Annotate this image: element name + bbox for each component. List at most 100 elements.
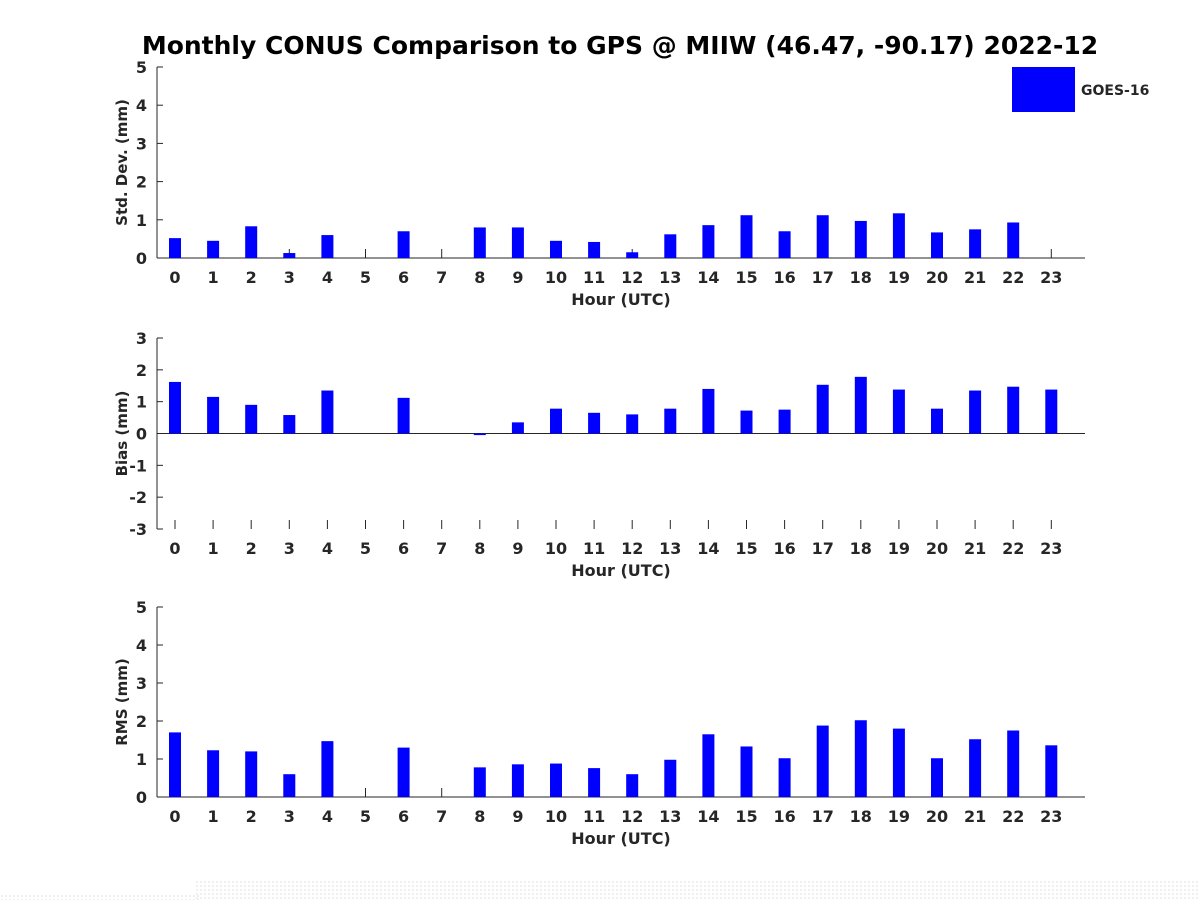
- y-axis-label: RMS (mm): [113, 658, 131, 745]
- x-tick-label: 2: [246, 268, 257, 287]
- x-tick-label: 22: [1002, 807, 1024, 826]
- x-tick-label: 17: [812, 268, 834, 287]
- y-tick-label: -1: [129, 456, 147, 475]
- bar-hour-8: [473, 227, 486, 258]
- y-tick-label: 5: [136, 598, 147, 617]
- bar-hour-17: [816, 725, 829, 797]
- bar-hour-20: [931, 408, 943, 434]
- bar-hour-0: [169, 238, 181, 258]
- x-tick-label: 0: [169, 268, 180, 287]
- bar-hour-20: [931, 758, 943, 797]
- bar-hour-1: [207, 750, 220, 797]
- x-tick-label: 12: [621, 539, 643, 558]
- x-tick-label: 2: [246, 539, 257, 558]
- x-tick-label: 14: [697, 807, 719, 826]
- x-tick-label: 6: [398, 268, 409, 287]
- x-tick-label: 19: [888, 268, 910, 287]
- bar-hour-2: [245, 226, 258, 258]
- x-tick-label: 4: [322, 807, 333, 826]
- x-tick-label: 13: [659, 807, 681, 826]
- bar-hour-8: [473, 767, 486, 797]
- bar-hour-10: [550, 763, 562, 797]
- bar-hour-14: [702, 734, 715, 797]
- x-tick-label: 10: [545, 807, 567, 826]
- bar-hour-3: [283, 774, 296, 797]
- y-tick-label: 1: [136, 393, 147, 412]
- legend-label: GOES-16: [1081, 83, 1149, 99]
- x-tick-label: 8: [474, 268, 485, 287]
- bar-hour-17: [816, 215, 829, 258]
- x-tick-label: 5: [360, 807, 371, 826]
- x-tick-label: 14: [697, 539, 719, 558]
- x-tick-label: 13: [659, 539, 681, 558]
- y-tick-label: -2: [129, 488, 147, 507]
- x-tick-label: 23: [1040, 807, 1062, 826]
- bar-hour-0: [169, 732, 181, 797]
- bar-hour-18: [854, 376, 867, 434]
- bar-hour-17: [816, 384, 829, 434]
- x-tick-label: 11: [583, 539, 605, 558]
- bar-hour-10: [550, 240, 562, 258]
- x-tick-label: 22: [1002, 268, 1024, 287]
- y-tick-label: 3: [136, 329, 147, 348]
- y-tick-label: 0: [136, 788, 147, 807]
- bar-hour-12: [626, 774, 639, 797]
- x-axis-label: Hour (UTC): [571, 290, 671, 309]
- bar-hour-18: [854, 720, 867, 797]
- y-tick-label: 1: [136, 211, 147, 230]
- bar-hour-15: [740, 215, 753, 258]
- x-tick-label: 20: [926, 807, 948, 826]
- x-tick-label: 18: [850, 539, 872, 558]
- footer-dots-right: [195, 880, 1200, 900]
- bar-hour-19: [892, 728, 905, 797]
- bar-hour-4: [321, 390, 334, 434]
- y-tick-label: 0: [136, 249, 147, 268]
- bar-hour-0: [169, 381, 181, 434]
- x-tick-label: 6: [398, 539, 409, 558]
- x-tick-label: 15: [735, 539, 757, 558]
- x-tick-label: 8: [474, 807, 485, 826]
- y-tick-label: 0: [136, 425, 147, 444]
- x-tick-label: 14: [697, 268, 719, 287]
- x-tick-label: 19: [888, 539, 910, 558]
- y-tick-label: 2: [136, 712, 147, 731]
- y-tick-label: 4: [136, 96, 147, 115]
- legend-swatch: [1012, 67, 1075, 112]
- x-tick-label: 11: [583, 268, 605, 287]
- x-tick-label: 4: [322, 268, 333, 287]
- x-tick-label: 6: [398, 807, 409, 826]
- x-tick-label: 13: [659, 268, 681, 287]
- bar-hour-22: [1007, 386, 1020, 434]
- bar-hour-12: [626, 414, 639, 434]
- x-tick-label: 17: [812, 539, 834, 558]
- x-tick-label: 5: [360, 268, 371, 287]
- footer-dots-left: [0, 894, 200, 900]
- x-tick-label: 1: [208, 268, 219, 287]
- x-tick-label: 12: [621, 268, 643, 287]
- x-tick-label: 4: [322, 539, 333, 558]
- x-tick-label: 0: [169, 807, 180, 826]
- x-tick-label: 2: [246, 807, 257, 826]
- x-tick-label: 5: [360, 539, 371, 558]
- x-tick-label: 7: [436, 268, 447, 287]
- bar-hour-13: [664, 234, 677, 258]
- bar-hour-13: [664, 759, 677, 797]
- x-tick-label: 17: [812, 807, 834, 826]
- bar-hour-8: [473, 433, 486, 436]
- bar-hour-19: [892, 213, 905, 258]
- x-tick-label: 20: [926, 268, 948, 287]
- bar-hour-6: [397, 397, 410, 434]
- bar-hour-3: [283, 415, 296, 434]
- bar-hour-6: [397, 231, 410, 258]
- bar-hour-15: [740, 746, 753, 797]
- x-tick-label: 20: [926, 539, 948, 558]
- chart-title: Monthly CONUS Comparison to GPS @ MIIW (…: [142, 31, 1098, 60]
- bar-hour-11: [588, 412, 601, 434]
- bar-hour-14: [702, 388, 715, 434]
- bar-hour-19: [892, 389, 905, 434]
- bar-hour-9: [511, 227, 524, 258]
- x-tick-label: 8: [474, 539, 485, 558]
- bar-hour-22: [1007, 730, 1020, 797]
- y-tick-label: 4: [136, 636, 147, 655]
